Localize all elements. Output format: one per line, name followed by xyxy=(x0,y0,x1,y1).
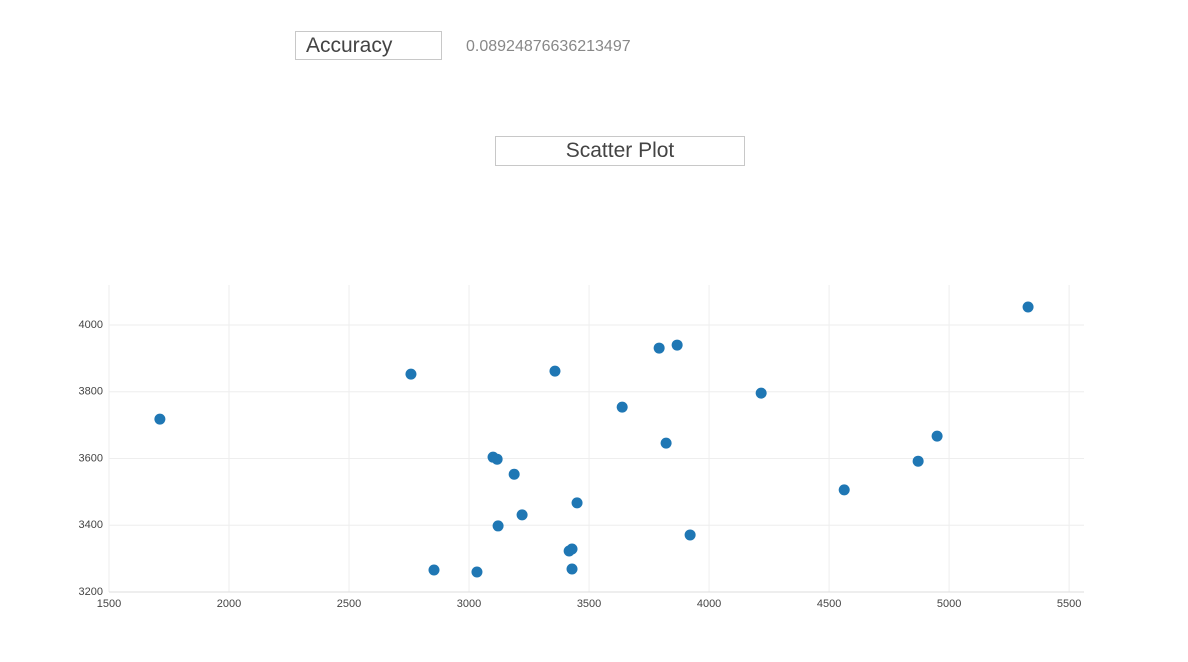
point xyxy=(492,520,504,532)
x-tick-label: 1500 xyxy=(97,598,121,610)
x-tick-label: 4500 xyxy=(817,598,841,610)
x-tick-label: 2000 xyxy=(217,598,241,610)
point xyxy=(566,543,578,555)
point xyxy=(616,401,628,413)
x-tick-label: 3500 xyxy=(577,598,601,610)
point xyxy=(471,566,483,578)
point xyxy=(671,339,683,351)
x-tick-label: 5500 xyxy=(1057,598,1081,610)
x-tick-label: 3000 xyxy=(457,598,481,610)
y-tick-label: 3200 xyxy=(79,586,103,598)
y-tick-label: 3800 xyxy=(79,386,103,398)
point xyxy=(566,563,578,575)
x-tick-label: 2500 xyxy=(337,598,361,610)
point xyxy=(571,497,583,509)
y-tick-label: 3600 xyxy=(79,452,103,464)
x-tick-label: 4000 xyxy=(697,598,721,610)
y-tick-label: 4000 xyxy=(79,319,103,331)
point xyxy=(931,430,943,442)
point xyxy=(755,387,767,399)
point xyxy=(405,368,417,380)
accuracy-value: 0.08924876636213497 xyxy=(466,38,631,55)
point xyxy=(428,564,440,576)
accuracy-label: Accuracy xyxy=(295,31,442,60)
point xyxy=(838,484,850,496)
y-tick-label: 3400 xyxy=(79,519,103,531)
point xyxy=(1022,301,1034,313)
x-tick-label: 5000 xyxy=(937,598,961,610)
point xyxy=(912,455,924,467)
point xyxy=(653,342,665,354)
point xyxy=(491,453,503,465)
point xyxy=(508,468,520,480)
chart-title: Scatter Plot xyxy=(495,136,745,166)
point xyxy=(516,509,528,521)
point xyxy=(549,365,561,377)
point xyxy=(660,437,672,449)
point xyxy=(684,529,696,541)
point xyxy=(154,413,166,425)
